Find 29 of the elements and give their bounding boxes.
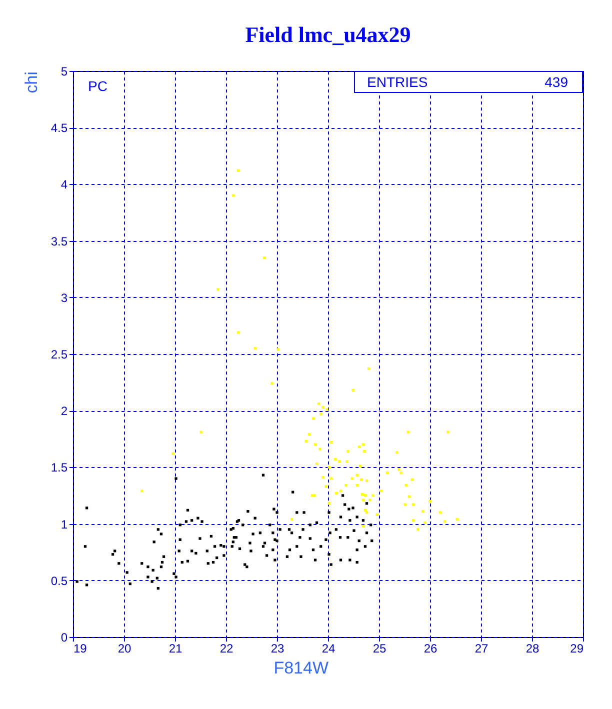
y-tick-label: 0.5 [50, 574, 68, 588]
y-axis-title: chi [22, 72, 41, 94]
annotation: PC [88, 78, 108, 94]
x-axis-title: F814W [274, 658, 328, 678]
x-tick-label: 22 [220, 642, 234, 656]
x-tick-label: 28 [526, 642, 540, 656]
y-tick-label: 2 [60, 404, 68, 418]
chart-title: Field lmc_u4ax29 [245, 22, 411, 47]
y-tick-label: 2.5 [50, 348, 68, 362]
x-tick-label: 26 [424, 642, 438, 656]
x-tick-label: 21 [168, 642, 182, 656]
y-tick-label: 1 [60, 517, 68, 532]
y-tick-label: 1.5 [50, 460, 68, 475]
x-tick-label: 25 [372, 642, 386, 656]
y-tick-label: 3 [60, 290, 68, 305]
x-tick-label: 19 [74, 642, 88, 656]
x-tick-label: 27 [474, 642, 488, 656]
y-tick-label: 4.5 [50, 121, 68, 136]
y-tick-label: 0 [60, 630, 68, 644]
stats-box: ENTRIES 439 [354, 71, 583, 93]
annotation: ENTRIES [367, 74, 428, 90]
y-tick-label: 3.5 [50, 234, 68, 248]
x-tick-label: 23 [270, 642, 284, 656]
x-tick-label: 20 [118, 642, 132, 656]
annotation: 439 [544, 74, 568, 90]
y-tick-label: 5 [60, 64, 68, 78]
x-tick-label: 24 [322, 642, 336, 656]
x-tick-label: 29 [570, 642, 584, 656]
y-tick-label: 4 [60, 178, 68, 192]
